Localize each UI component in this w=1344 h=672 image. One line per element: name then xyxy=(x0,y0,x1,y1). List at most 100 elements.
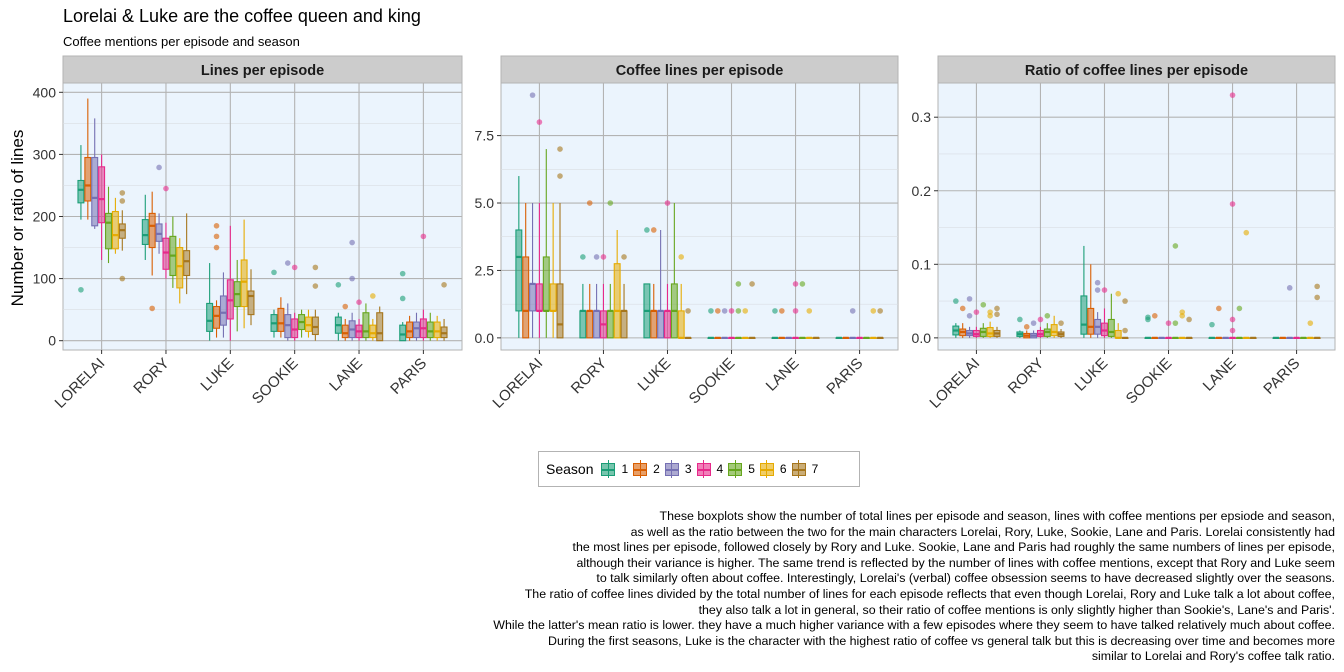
box-paris-season-2 xyxy=(406,315,414,341)
box-luke-season-7 xyxy=(684,308,692,339)
legend-label: 1 xyxy=(621,462,629,476)
box-body xyxy=(522,256,530,339)
x-tick-label: SOOKIE xyxy=(1123,355,1176,408)
box-luke-season-6 xyxy=(240,219,248,329)
outlier-point xyxy=(370,293,376,299)
facet-title: Lines per episode xyxy=(201,63,324,79)
box-paris-season-4 xyxy=(419,233,427,341)
box-lane-season-6 xyxy=(1242,229,1250,339)
box-sookie-season-3 xyxy=(1158,336,1166,339)
legend-item-season-6: 6 xyxy=(758,460,787,478)
box-body xyxy=(291,318,299,339)
faceted-boxplot-chart: Lines per episode 0 100 200 300 400 LORELAI ROR… xyxy=(33,55,1336,412)
legend-item-season-7: 7 xyxy=(790,460,818,478)
caption-line: During the first seasons, Luke is the ch… xyxy=(548,633,1335,648)
box-luke-season-4 xyxy=(1101,287,1108,338)
box-rory-season-2 xyxy=(148,191,156,312)
outlier-point xyxy=(1044,312,1051,319)
box-body xyxy=(111,210,119,250)
box-rory-season-2 xyxy=(1023,324,1031,339)
box-luke-season-5 xyxy=(1107,293,1115,338)
box-body xyxy=(515,229,523,312)
box-body xyxy=(84,156,92,202)
box-body xyxy=(549,283,557,312)
outlier-point xyxy=(399,270,406,277)
outlier-point xyxy=(792,308,799,314)
box-body xyxy=(247,290,255,316)
box-lorelai-season-5 xyxy=(105,186,113,264)
outlier-point xyxy=(1229,327,1236,334)
box-body xyxy=(606,310,614,339)
box-lane-season-4 xyxy=(792,281,800,339)
box-body xyxy=(986,327,994,337)
box-body xyxy=(1080,295,1088,335)
outlier-point xyxy=(119,275,126,282)
box-body xyxy=(535,283,543,312)
box-paris-season-1 xyxy=(1272,336,1280,339)
box-sookie-season-7 xyxy=(311,264,319,341)
box-lane-season-6 xyxy=(805,308,813,339)
outlier-point xyxy=(600,254,607,260)
outlier-point xyxy=(966,312,973,319)
x-tick-label: PARIS xyxy=(1260,355,1303,398)
legend-item-season-3: 3 xyxy=(663,460,692,478)
outlier-point xyxy=(1229,92,1236,98)
outlier-point xyxy=(1172,320,1179,326)
outlier-point xyxy=(877,308,883,314)
outlier-point xyxy=(714,308,721,314)
box-body xyxy=(664,310,671,339)
box-lorelai-season-7 xyxy=(556,146,564,339)
box-luke-season-3 xyxy=(657,229,665,339)
outlier-point xyxy=(664,200,671,206)
outlier-point xyxy=(420,233,427,240)
outlier-point xyxy=(849,308,856,314)
caption: These boxplots show the number of total … xyxy=(335,509,1335,665)
x-tick-label: SOOKIE xyxy=(686,355,739,408)
box-rory-season-6 xyxy=(176,238,184,304)
legend-label: 5 xyxy=(748,462,755,476)
outlier-point xyxy=(557,173,563,179)
box-rory-season-3 xyxy=(593,254,601,339)
outlier-point xyxy=(78,286,84,293)
box-rory-season-7 xyxy=(620,254,628,339)
facet-strip xyxy=(500,55,899,84)
box-sookie-season-3 xyxy=(284,260,292,341)
legend-item-season-2: 2 xyxy=(631,460,660,478)
box-body xyxy=(677,310,685,339)
outlier-point xyxy=(1165,320,1172,326)
x-tick-label: LANE xyxy=(1200,355,1240,395)
y-tick-label: 300 xyxy=(33,146,57,162)
box-paris-season-1 xyxy=(399,270,407,342)
x-tick-label: PARIS xyxy=(387,355,430,398)
box-body xyxy=(362,312,370,339)
box-lorelai-season-1 xyxy=(515,176,523,338)
box-body xyxy=(579,310,587,339)
outlier-point xyxy=(593,254,600,260)
box-rory-season-5 xyxy=(169,216,177,288)
box-body xyxy=(219,295,227,326)
outlier-point xyxy=(349,275,355,282)
facet-panel-2: Coffee lines per episode 0.0 2.5 5.0 7.5 LORE… xyxy=(475,55,899,412)
box-sookie-season-5 xyxy=(734,281,742,339)
outlier-point xyxy=(1145,314,1151,321)
outlier-point xyxy=(119,198,126,204)
y-tick-label: 2.5 xyxy=(475,262,495,278)
box-rory-season-1 xyxy=(579,254,587,339)
outlier-point xyxy=(1179,309,1186,315)
outlier-point xyxy=(1307,320,1314,326)
outlier-point xyxy=(1094,287,1101,293)
y-tick-label: 100 xyxy=(33,271,57,287)
outlier-point xyxy=(994,305,1000,312)
x-tick-label: RORY xyxy=(568,355,610,397)
box-lorelai-season-1 xyxy=(77,145,85,293)
box-body xyxy=(376,312,384,342)
box-body xyxy=(426,321,434,339)
box-body xyxy=(105,212,113,250)
outlier-point xyxy=(213,233,220,240)
box-lane-season-5 xyxy=(362,303,370,341)
box-luke-season-5 xyxy=(233,259,241,332)
box-lane-season-6 xyxy=(369,293,377,341)
legend-label: 6 xyxy=(779,462,787,476)
box-lorelai-season-1 xyxy=(952,298,960,338)
outlier-point xyxy=(1209,321,1215,328)
